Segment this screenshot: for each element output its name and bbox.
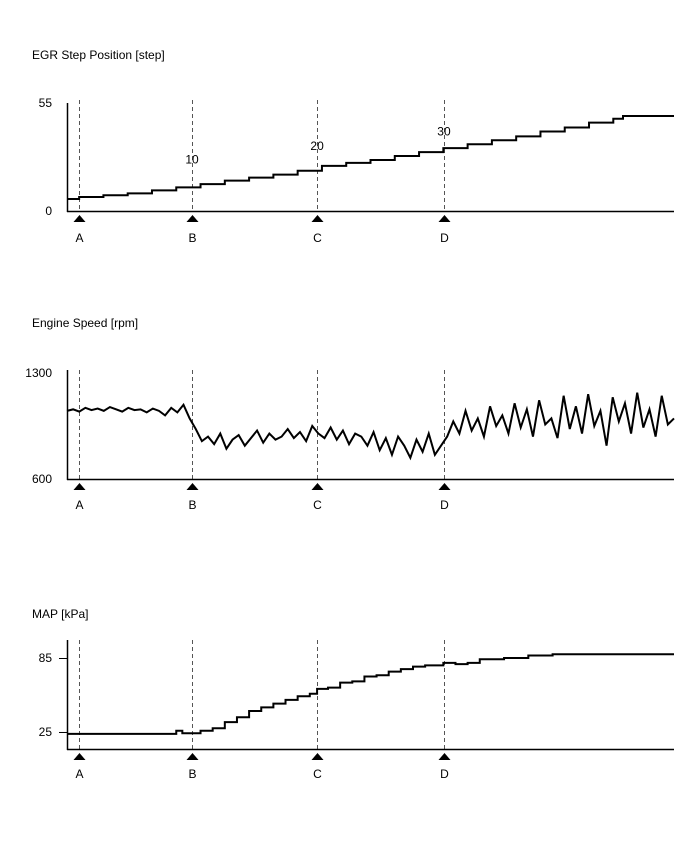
marker-label: C: [313, 231, 322, 245]
chart-panel-0: EGR Step Position [step] A B C D 55 0 10 20 30: [32, 48, 674, 245]
marker-label: A: [75, 498, 83, 512]
y-tick-label: 0: [45, 204, 52, 218]
marker-triangle-A: [73, 483, 86, 490]
marker-label: A: [75, 231, 83, 245]
marker-label: B: [188, 231, 196, 245]
marker-label: C: [313, 767, 322, 781]
marker-label: D: [440, 767, 449, 781]
y-tick-label: 85: [39, 651, 53, 665]
marker-label: B: [188, 767, 196, 781]
marker-triangle-A: [73, 215, 86, 222]
marker-triangle-D: [438, 753, 451, 760]
marker-triangle-D: [438, 483, 451, 490]
annotation-label: 10: [185, 153, 199, 167]
chart-panel-1: Engine Speed [rpm] A B C D 1300 600: [25, 316, 675, 512]
y-tick-label: 600: [32, 472, 52, 486]
marker-triangle-C: [311, 483, 324, 490]
chart-title: MAP [kPa]: [32, 607, 88, 621]
marker-label: A: [75, 767, 83, 781]
marker-label: D: [440, 498, 449, 512]
series-line-engine-speed: [66, 392, 675, 461]
chart-title: Engine Speed [rpm]: [32, 316, 138, 330]
marker-label: C: [313, 498, 322, 512]
marker-triangle-B: [186, 215, 199, 222]
series-line-map: [67, 653, 674, 735]
marker-triangle-B: [186, 753, 199, 760]
chart-title: EGR Step Position [step]: [32, 48, 165, 62]
y-tick-label: 55: [39, 96, 53, 110]
marker-triangle-D: [438, 215, 451, 222]
marker-triangle-B: [186, 483, 199, 490]
marker-triangle-C: [311, 753, 324, 760]
marker-label: B: [188, 498, 196, 512]
chart-panel-2: MAP [kPa] A B C D 85 25: [32, 607, 674, 781]
series-line-egr-step-position: [67, 114, 674, 201]
marker-triangle-C: [311, 215, 324, 222]
marker-triangle-A: [73, 753, 86, 760]
y-tick-label: 25: [39, 725, 53, 739]
annotation-label: 20: [310, 139, 324, 153]
annotation-label: 30: [437, 124, 451, 138]
marker-label: D: [440, 231, 449, 245]
y-tick-label: 1300: [25, 366, 52, 380]
